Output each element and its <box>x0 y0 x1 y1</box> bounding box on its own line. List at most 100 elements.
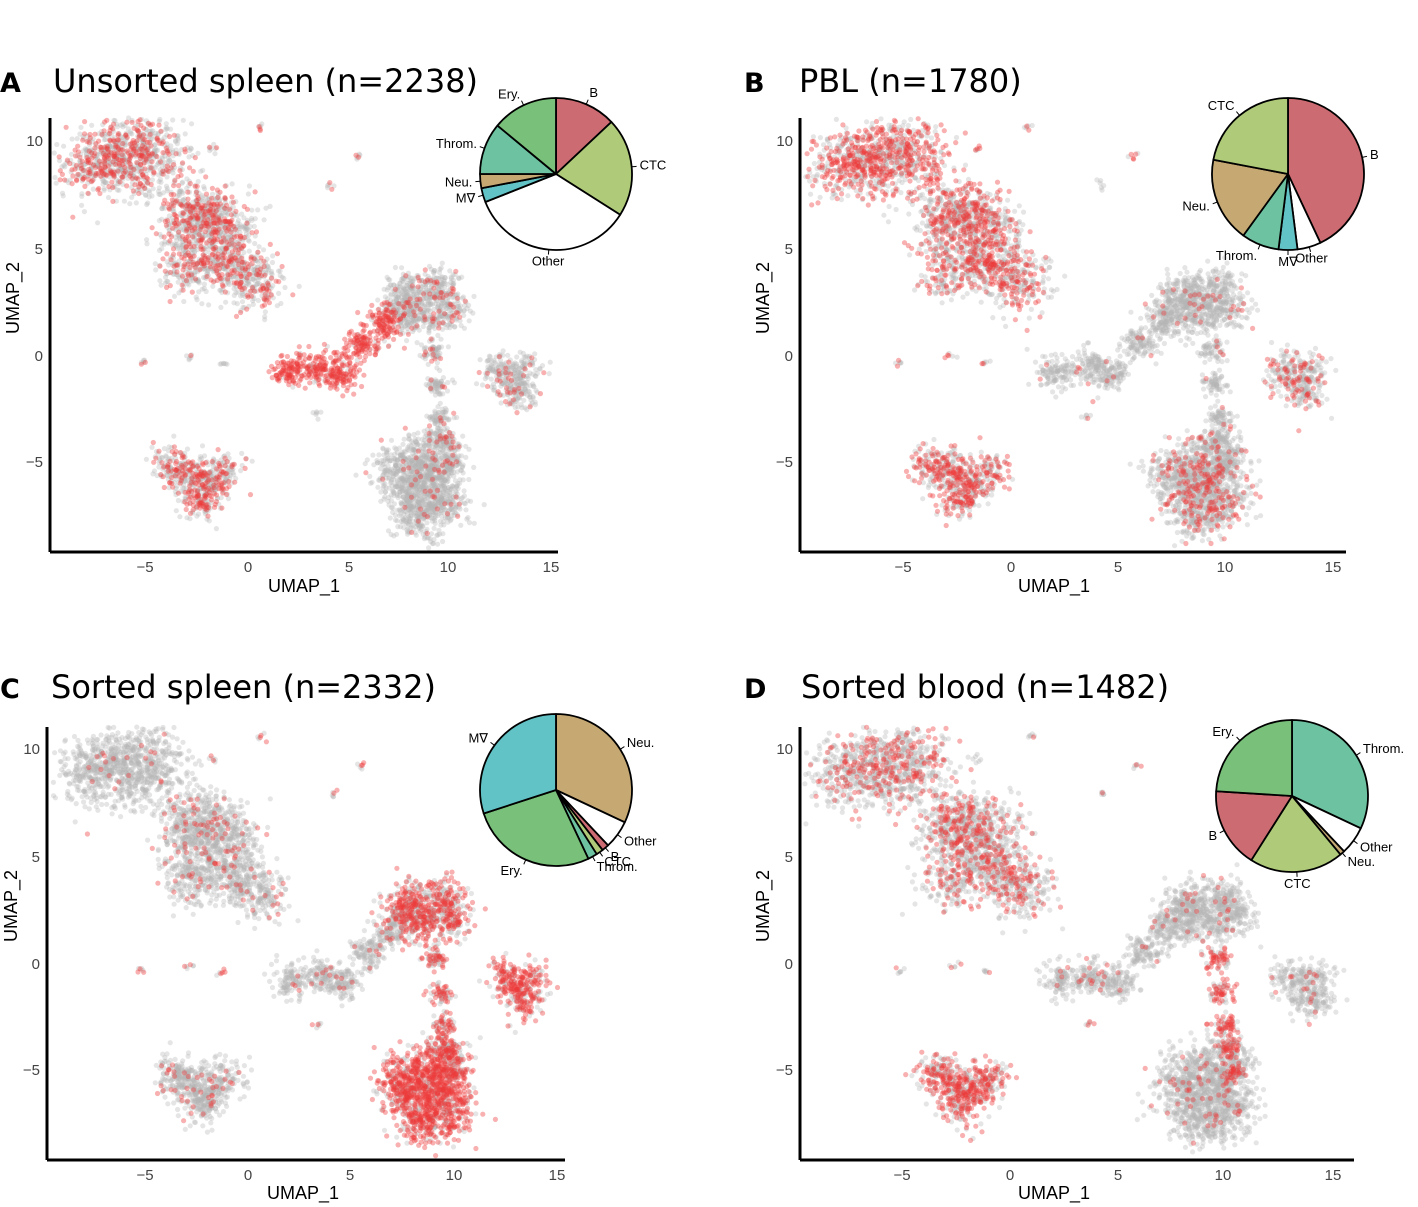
scatter-point <box>199 301 204 306</box>
scatter-point <box>251 276 256 281</box>
scatter-point <box>165 126 170 131</box>
scatter-point <box>263 206 268 211</box>
scatter-point <box>276 268 281 273</box>
scatter-point <box>270 253 275 258</box>
scatter-point <box>78 125 83 130</box>
scatter-point <box>249 208 254 213</box>
scatter-point <box>102 179 107 184</box>
scatter-point <box>178 189 183 194</box>
scatter-point <box>254 282 259 287</box>
scatter-point <box>263 309 268 314</box>
scatter-point <box>232 286 237 291</box>
scatter-points-a <box>52 115 553 550</box>
scatter-point <box>144 202 149 207</box>
scatter-point <box>189 121 194 126</box>
scatter-point <box>183 131 188 136</box>
scatter-point <box>144 241 149 246</box>
scatter-point <box>202 186 207 191</box>
scatter-point <box>129 195 134 200</box>
scatter-point <box>165 186 170 191</box>
scatter-point <box>89 123 94 128</box>
scatter-point <box>70 136 75 141</box>
scatter-point <box>91 187 96 192</box>
scatter-point <box>157 185 162 190</box>
scatter-point <box>143 192 148 197</box>
scatter-point <box>129 131 134 136</box>
scatter-point <box>172 294 177 299</box>
scatter-point <box>247 249 252 254</box>
scatter-point <box>218 305 223 310</box>
scatter-point <box>230 181 235 186</box>
scatter-point <box>231 300 236 305</box>
figure: A Unsorted spleen (n=2238) −5 0 5 10 15 … <box>0 0 1418 1207</box>
scatter-point <box>159 206 164 211</box>
scatter-point <box>167 213 172 218</box>
scatter-point <box>252 224 257 229</box>
scatter-point <box>134 200 139 205</box>
scatter-point <box>157 278 162 283</box>
scatter-point <box>150 177 155 182</box>
scatter-point <box>249 218 254 223</box>
scatter-point <box>61 163 66 168</box>
scatter-point <box>399 265 404 270</box>
panel-title-a: Unsorted spleen (n=2238) <box>53 62 478 100</box>
scatter-point <box>79 203 84 208</box>
scatter-point <box>164 121 169 126</box>
scatter-point <box>115 187 120 192</box>
scatter-point <box>161 190 166 195</box>
scatter-point <box>189 146 194 151</box>
scatter-point <box>238 224 243 229</box>
scatter-point <box>297 284 302 289</box>
scatter-point <box>261 247 266 252</box>
scatter-point <box>153 267 158 272</box>
scatter-point <box>269 271 274 276</box>
scatter-point <box>102 186 107 191</box>
scatter-point <box>181 118 186 123</box>
scatter-point <box>219 211 224 216</box>
scatter-point <box>95 220 100 225</box>
scatter-point <box>219 245 224 250</box>
scatter-point <box>239 212 244 217</box>
scatter-point <box>194 295 199 300</box>
scatter-point <box>270 260 275 265</box>
scatter-point <box>200 168 205 173</box>
scatter-point <box>210 284 215 289</box>
scatter-point <box>276 291 281 296</box>
scatter-point <box>158 177 163 182</box>
scatter-point <box>206 302 211 307</box>
scatter-point <box>60 191 65 196</box>
scatter-point <box>54 181 59 186</box>
scatter-point <box>53 175 58 180</box>
scatter-point <box>122 199 127 204</box>
scatter-point <box>256 298 261 303</box>
scatter-point <box>75 136 80 141</box>
scatter-point <box>196 289 201 294</box>
scatter-point <box>153 131 158 136</box>
scatter-point <box>173 139 178 144</box>
scatter-point <box>246 191 251 196</box>
scatter-point <box>247 183 252 188</box>
panel-a: A Unsorted spleen (n=2238) −5 0 5 10 15 … <box>0 62 666 597</box>
scatter-point <box>223 300 228 305</box>
scatter-point <box>236 218 241 223</box>
scatter-point <box>82 209 87 214</box>
scatter-point <box>61 144 66 149</box>
scatter-point <box>282 285 287 290</box>
scatter-point <box>385 275 390 280</box>
scatter-point <box>255 207 260 212</box>
scatter-point <box>202 286 207 291</box>
scatter-point <box>252 241 257 246</box>
panel-letter-a: A <box>0 68 21 99</box>
scatter-point <box>195 151 200 156</box>
scatter-point <box>54 142 59 147</box>
scatter-point <box>262 217 267 222</box>
scatter-point <box>280 275 285 280</box>
scatter-point <box>127 201 132 206</box>
scatter-point <box>240 299 245 304</box>
scatter-point <box>278 301 283 306</box>
scatter-point <box>79 191 84 196</box>
scatter-point <box>251 302 256 307</box>
scatter-point <box>262 314 267 319</box>
scatter-point <box>157 218 162 223</box>
scatter-point <box>181 299 186 304</box>
